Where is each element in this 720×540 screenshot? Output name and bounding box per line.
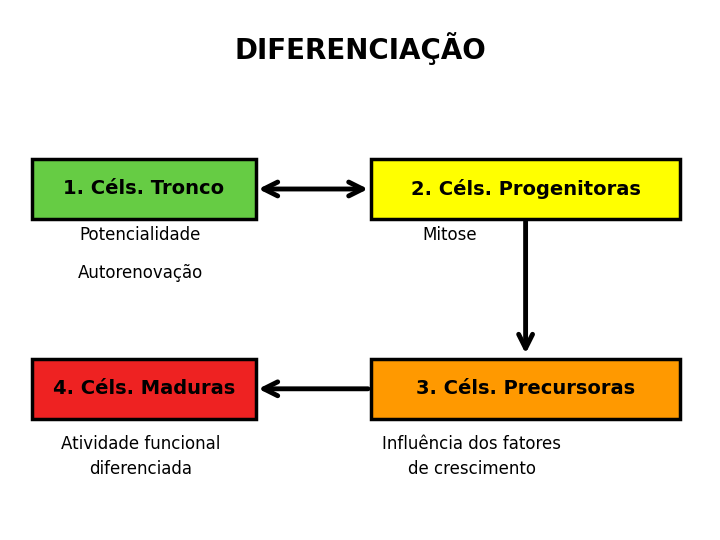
FancyBboxPatch shape (371, 159, 680, 219)
Text: Influência dos fatores
de crescimento: Influência dos fatores de crescimento (382, 435, 561, 478)
Text: 2. Céls. Progenitoras: 2. Céls. Progenitoras (410, 179, 641, 199)
FancyBboxPatch shape (371, 359, 680, 418)
Text: Potencialidade: Potencialidade (80, 226, 201, 244)
Text: Autorenovação: Autorenovação (78, 264, 203, 282)
Text: 3. Céls. Precursoras: 3. Céls. Precursoras (416, 379, 635, 399)
FancyBboxPatch shape (32, 159, 256, 219)
Text: DIFERENCIAÇÃO: DIFERENCIAÇÃO (234, 32, 486, 65)
Text: Mitose: Mitose (423, 226, 477, 244)
FancyBboxPatch shape (32, 359, 256, 418)
Text: 4. Céls. Maduras: 4. Céls. Maduras (53, 379, 235, 399)
Text: Atividade funcional
diferenciada: Atividade funcional diferenciada (60, 435, 220, 478)
Text: 1. Céls. Tronco: 1. Céls. Tronco (63, 179, 225, 199)
